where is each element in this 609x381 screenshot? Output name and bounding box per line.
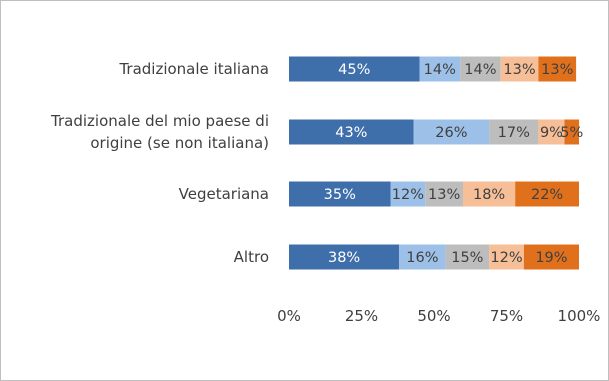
data-label-4-5: 19%	[535, 250, 567, 266]
x-tick-label-5: 100%	[558, 307, 601, 325]
data-label-1-2: 14%	[424, 62, 456, 78]
category-label-2-line-1: Tradizionale del mio paese di	[50, 112, 269, 130]
data-label-4-2: 16%	[406, 250, 438, 266]
bar-segment-2-2	[413, 119, 490, 145]
bar-segment-3-2	[390, 181, 426, 207]
data-label-2-2: 26%	[435, 125, 467, 141]
bar-segment-2-3	[489, 119, 539, 145]
data-label-2-1: 43%	[335, 125, 367, 141]
bar-segment-1-1	[289, 56, 420, 82]
data-label-4-1: 38%	[328, 250, 360, 266]
x-tick-labels-group: 0% 25% 50% 75% 100%	[277, 307, 600, 325]
data-label-1-4: 13%	[503, 62, 535, 78]
data-label-3-5: 22%	[531, 187, 563, 203]
bar-segment-1-5	[538, 56, 577, 82]
data-label-4-4: 12%	[490, 250, 522, 266]
data-label-3-1: 35%	[324, 187, 356, 203]
bar-segment-4-5	[523, 244, 579, 270]
bar-segment-3-1	[289, 181, 391, 207]
category-label-4: Altro	[234, 248, 269, 266]
bar-segment-1-4	[500, 56, 539, 82]
data-label-4-3: 15%	[451, 250, 483, 266]
bar-segment-2-4	[538, 119, 565, 145]
bar-segment-3-4	[463, 181, 516, 207]
data-label-2-3: 17%	[498, 125, 530, 141]
bar-segment-2-1	[289, 119, 414, 145]
bar-segment-4-3	[445, 244, 490, 270]
data-label-1-5: 13%	[541, 62, 573, 78]
data-label-1-3: 14%	[464, 62, 496, 78]
category-labels-group: Tradizionale italiana Tradizionale del mi…	[50, 60, 269, 266]
x-tick-label-1: 0%	[277, 307, 301, 325]
bar-segment-4-2	[399, 244, 446, 270]
data-label-3-2: 12%	[392, 187, 424, 203]
bar-segment-1-2	[419, 56, 461, 82]
data-label-3-4: 18%	[473, 187, 505, 203]
bar-segment-3-5	[515, 181, 579, 207]
bar-segment-4-4	[489, 244, 524, 270]
bar-segment-1-3	[460, 56, 501, 82]
x-tick-label-4: 75%	[490, 307, 523, 325]
data-label-1-1: 45%	[338, 62, 370, 78]
bar-segment-4-1	[289, 244, 400, 270]
bar-segment-2-5	[564, 119, 579, 145]
x-tick-label-3: 50%	[417, 307, 450, 325]
data-label-3-3: 13%	[428, 187, 460, 203]
bar-segment-3-3	[425, 181, 463, 207]
data-label-2-5: 5%	[560, 125, 583, 141]
x-tick-label-2: 25%	[345, 307, 378, 325]
category-label-2-line-2: origine (se non italiana)	[90, 134, 269, 152]
category-label-3: Vegetariana	[179, 185, 269, 203]
bars-group: 45% 14% 14% 13% 13%43% 26% 17% 9%5%35% 12% 13% 18%…	[289, 56, 583, 270]
category-label-1: Tradizionale italiana	[118, 60, 269, 78]
data-label-2-4: 9%	[540, 125, 563, 141]
